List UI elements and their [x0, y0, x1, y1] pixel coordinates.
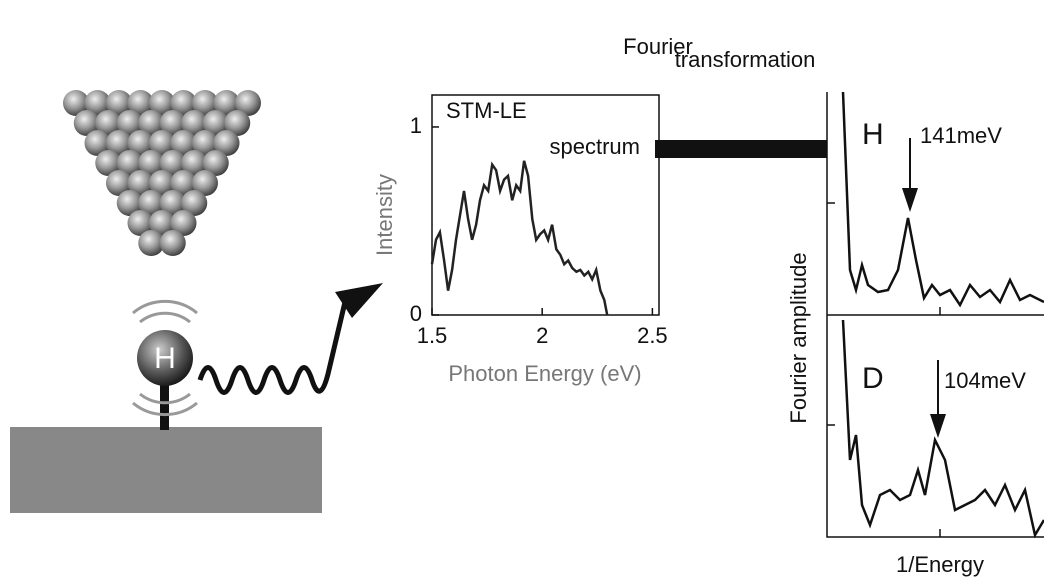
chart-subtitle: spectrum: [550, 134, 640, 159]
tip-atom: [159, 190, 186, 216]
tip-atom: [149, 90, 175, 116]
bond: [160, 385, 169, 430]
chart-title: STM-LE: [446, 98, 527, 123]
tip-atom: [127, 170, 154, 196]
atom-label: H: [154, 342, 176, 375]
fourier-label: Fourier: [623, 34, 693, 59]
tip-atom: [106, 130, 132, 156]
fourier-curve-h: [841, 91, 1044, 308]
tip-atom: [127, 130, 154, 156]
peak-label: 104meV: [944, 368, 1026, 393]
tip-atom: [181, 150, 208, 176]
substrate: [10, 427, 322, 513]
x-tick-label: 1.5: [417, 323, 448, 348]
fourier-curve-d: [841, 319, 1044, 539]
tip-atom: [138, 230, 165, 256]
tip-atom: [116, 110, 143, 136]
tip-atom: [159, 230, 186, 256]
fourier-x-label: 1/Energy: [896, 552, 984, 577]
tip-atom: [213, 90, 240, 116]
tip-atom: [149, 130, 175, 156]
fourier-panels: [826, 91, 1044, 539]
tip-atom: [170, 210, 197, 236]
tip-atom: [138, 190, 165, 216]
panel-label: H: [862, 118, 884, 151]
photon-wave: [197, 301, 348, 395]
tip-atom: [116, 150, 143, 176]
tip-atom: [149, 210, 175, 236]
stm-tip: [63, 90, 261, 256]
tip-atom: [213, 130, 240, 156]
peak-label: 141meV: [920, 123, 1002, 148]
connector-bar: [655, 140, 827, 158]
tip-atom: [202, 110, 229, 136]
tip-atom: [138, 110, 165, 136]
tip-atom: [138, 150, 165, 176]
tip-atom: [95, 150, 122, 176]
tip-atom: [192, 130, 218, 156]
tip-atom: [224, 110, 251, 136]
peak-arrow: [909, 138, 939, 418]
panel-label: D: [862, 362, 884, 395]
tip-atom: [106, 90, 132, 116]
tip-atom: [84, 130, 111, 156]
tip-atom: [95, 110, 122, 136]
tip-atom: [127, 210, 154, 236]
tip-atom: [235, 90, 261, 116]
photon-arrowhead: [335, 283, 383, 318]
fourier-y-label: Fourier amplitude: [786, 252, 811, 423]
tip-atom: [116, 190, 143, 216]
panel-ticks: [827, 202, 941, 537]
y-tick-label: 0: [410, 301, 422, 326]
plot-frame: [431, 94, 660, 316]
spectrum-panel: STM-LE spectrum Photon Energy (eV) Inten…: [372, 94, 668, 386]
tip-atom: [149, 170, 175, 196]
tip-atom: [181, 110, 208, 136]
tip-atom: [159, 110, 186, 136]
tip-atom: [181, 190, 208, 216]
fourier-label: transformation: [675, 47, 816, 72]
tip-atom: [170, 130, 197, 156]
tip-atom: [170, 170, 197, 196]
tip-atom: [192, 90, 218, 116]
y-axis-label: Intensity: [372, 174, 397, 256]
tip-atom: [170, 90, 197, 116]
y-tick-label: 1: [410, 113, 422, 138]
x-tick-label: 2.5: [637, 323, 668, 348]
tip-atom: [63, 90, 89, 116]
x-tick-label: 2: [536, 323, 548, 348]
vibration-marks: [132, 299, 198, 417]
tip-atom: [127, 90, 154, 116]
tip-atom: [106, 170, 132, 196]
tip-atom: [159, 150, 186, 176]
tip-atom: [73, 110, 100, 136]
tip-atom: [84, 90, 111, 116]
tip-atom: [202, 150, 229, 176]
panel-frame: [826, 92, 1044, 538]
hydrogen-atom: [137, 330, 193, 386]
spectrum-line: [430, 160, 609, 316]
x-axis-label: Photon Energy (eV): [448, 361, 641, 386]
tip-atom: [192, 170, 218, 196]
